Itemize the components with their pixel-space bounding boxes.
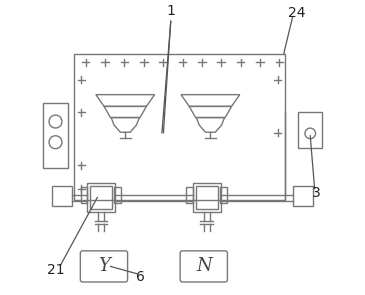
Bar	[81, 187, 87, 203]
Bar	[114, 187, 121, 203]
Bar	[43, 104, 68, 168]
Bar	[220, 187, 227, 203]
Bar	[193, 183, 221, 212]
Text: 6: 6	[137, 270, 145, 284]
Text: 21: 21	[47, 263, 65, 277]
Bar	[196, 186, 218, 209]
Bar	[186, 187, 193, 203]
Bar	[90, 186, 112, 209]
Text: 3: 3	[312, 186, 321, 200]
Text: 24: 24	[288, 6, 306, 20]
Text: Y: Y	[98, 258, 110, 276]
Bar	[74, 54, 285, 200]
Bar	[293, 186, 313, 206]
Bar	[299, 112, 322, 148]
Text: N: N	[196, 258, 212, 276]
Text: 1: 1	[166, 4, 175, 18]
Bar	[87, 183, 115, 212]
Bar	[52, 186, 72, 206]
